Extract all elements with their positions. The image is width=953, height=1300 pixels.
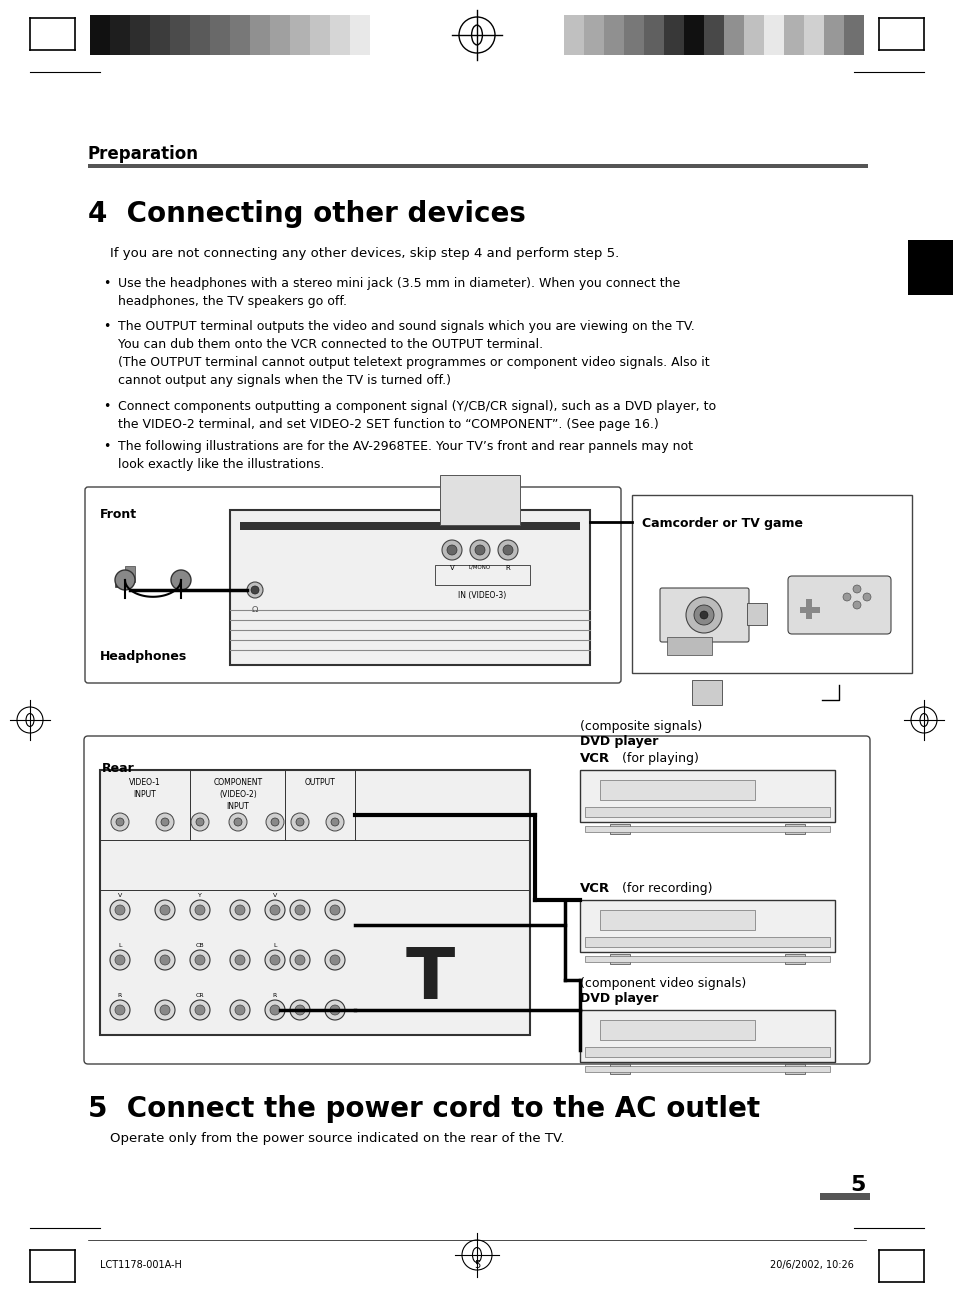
Circle shape: [115, 956, 125, 965]
Text: VIDEO-1
INPUT: VIDEO-1 INPUT: [129, 777, 161, 798]
Bar: [88, 164, 867, 168]
Bar: [691, 680, 721, 705]
Bar: [603, 16, 623, 55]
Bar: [584, 826, 829, 832]
Text: •: •: [103, 439, 111, 452]
Circle shape: [290, 1000, 310, 1021]
Bar: [583, 16, 603, 55]
Circle shape: [475, 545, 484, 555]
Circle shape: [190, 900, 210, 920]
Circle shape: [265, 900, 285, 920]
Bar: [746, 603, 766, 625]
Text: Use the headphones with a stereo mini jack (3.5 mm in diameter). When you connec: Use the headphones with a stereo mini ja…: [118, 277, 679, 308]
Circle shape: [251, 586, 258, 594]
Circle shape: [229, 812, 247, 831]
Bar: [240, 523, 579, 530]
Text: (for recording): (for recording): [618, 881, 712, 894]
Circle shape: [110, 900, 130, 920]
Bar: [579, 900, 834, 952]
Circle shape: [154, 1000, 174, 1021]
Text: DVD player: DVD player: [579, 992, 658, 1005]
Bar: [609, 954, 629, 965]
Text: R: R: [118, 993, 122, 998]
Circle shape: [230, 1000, 250, 1021]
Bar: [563, 16, 583, 55]
Circle shape: [194, 1005, 205, 1015]
FancyBboxPatch shape: [659, 588, 748, 642]
Bar: [800, 607, 820, 614]
Text: 5: 5: [850, 1175, 865, 1195]
Circle shape: [154, 950, 174, 970]
Text: (component video signals): (component video signals): [579, 978, 745, 991]
Circle shape: [330, 905, 339, 915]
Bar: [623, 16, 643, 55]
Text: Headphones: Headphones: [100, 650, 187, 663]
Circle shape: [115, 905, 125, 915]
FancyBboxPatch shape: [84, 736, 869, 1063]
Text: LCT1178-001A-H: LCT1178-001A-H: [100, 1260, 182, 1270]
Circle shape: [470, 540, 490, 560]
Text: COMPONENT
(VIDEO-2)
INPUT: COMPONENT (VIDEO-2) INPUT: [213, 777, 262, 811]
Text: •: •: [103, 320, 111, 333]
Text: If you are not connecting any other devices, skip step 4 and perform step 5.: If you are not connecting any other devi…: [110, 247, 618, 260]
Bar: [110, 16, 130, 55]
Text: VCR: VCR: [579, 881, 610, 894]
Circle shape: [234, 1005, 245, 1015]
Text: CB: CB: [195, 942, 204, 948]
Bar: [90, 16, 110, 55]
Circle shape: [115, 569, 135, 590]
Bar: [723, 16, 743, 55]
Text: OUTPUT: OUTPUT: [304, 777, 335, 786]
Circle shape: [115, 1005, 125, 1015]
Text: Camcorder or TV game: Camcorder or TV game: [641, 517, 802, 530]
Text: 20/6/2002, 10:26: 20/6/2002, 10:26: [769, 1260, 853, 1270]
Bar: [290, 16, 310, 55]
Bar: [743, 16, 763, 55]
Circle shape: [700, 611, 707, 619]
Bar: [599, 910, 754, 929]
Circle shape: [685, 597, 721, 633]
Text: The following illustrations are for the AV-2968TEE. Your TV’s front and rear pan: The following illustrations are for the …: [118, 439, 692, 471]
Circle shape: [447, 545, 456, 555]
Circle shape: [161, 818, 169, 826]
Text: T: T: [405, 945, 455, 1014]
Bar: [115, 581, 125, 588]
Bar: [170, 16, 190, 55]
Circle shape: [190, 950, 210, 970]
Circle shape: [234, 956, 245, 965]
Circle shape: [295, 818, 304, 826]
Circle shape: [230, 900, 250, 920]
Circle shape: [294, 905, 305, 915]
Bar: [599, 1020, 754, 1040]
Circle shape: [842, 593, 850, 601]
Text: 4  Connecting other devices: 4 Connecting other devices: [88, 200, 525, 227]
FancyBboxPatch shape: [85, 488, 620, 682]
Bar: [763, 16, 783, 55]
Bar: [584, 956, 829, 962]
Bar: [130, 16, 150, 55]
Text: Connect components outputting a component signal (Y/CB/CR signal), such as a DVD: Connect components outputting a componen…: [118, 400, 716, 432]
Circle shape: [325, 900, 345, 920]
Bar: [609, 1063, 629, 1074]
Text: Y: Y: [198, 893, 202, 898]
Bar: [100, 770, 530, 1035]
Text: 5  Connect the power cord to the AC outlet: 5 Connect the power cord to the AC outle…: [88, 1095, 760, 1123]
Text: The OUTPUT terminal outputs the video and sound signals which you are viewing on: The OUTPUT terminal outputs the video an…: [118, 320, 709, 387]
Text: R: R: [505, 566, 510, 571]
Circle shape: [160, 1005, 170, 1015]
Text: (composite signals): (composite signals): [579, 720, 701, 733]
Circle shape: [325, 1000, 345, 1021]
Text: V: V: [118, 893, 122, 898]
Circle shape: [247, 582, 263, 598]
Circle shape: [234, 905, 245, 915]
Circle shape: [154, 900, 174, 920]
Text: R: R: [273, 993, 276, 998]
Bar: [125, 566, 135, 582]
Bar: [584, 1046, 829, 1057]
Bar: [843, 16, 863, 55]
Bar: [584, 1066, 829, 1072]
Circle shape: [291, 812, 309, 831]
Text: IN (VIDEO-3): IN (VIDEO-3): [457, 592, 506, 601]
Circle shape: [271, 818, 278, 826]
Circle shape: [111, 812, 129, 831]
